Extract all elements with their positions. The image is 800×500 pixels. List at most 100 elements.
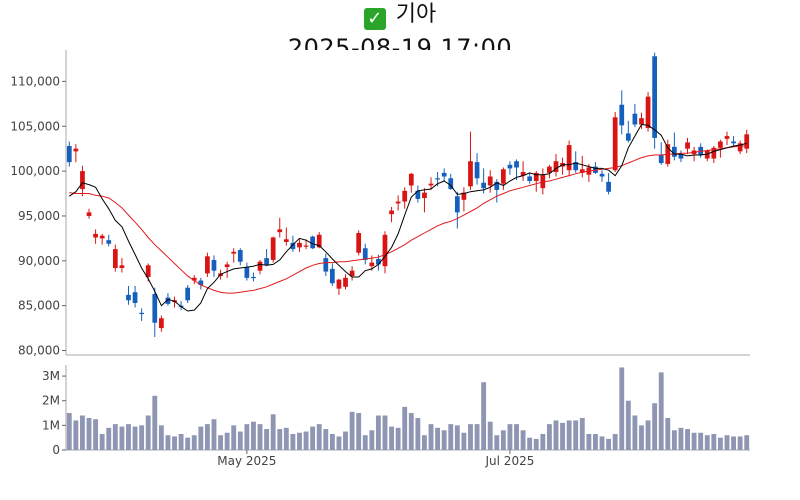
price-panel: 80,000 85,000 90,000 95,000 100,000 105,000 11… bbox=[10, 52, 750, 358]
volume-bar bbox=[711, 433, 717, 450]
candle-body bbox=[724, 136, 730, 139]
volume-bar bbox=[586, 433, 592, 450]
volume-bar bbox=[514, 424, 519, 450]
volume-bar bbox=[112, 424, 118, 450]
candle-body bbox=[737, 143, 743, 152]
volume-bar bbox=[277, 429, 283, 450]
volume-bar bbox=[323, 429, 329, 450]
volume-bar bbox=[698, 432, 704, 450]
volume-bar bbox=[362, 435, 368, 450]
moving-average-short-line bbox=[69, 123, 747, 312]
volume-bar bbox=[290, 433, 296, 450]
candle-body bbox=[645, 96, 651, 129]
price-panel-bg bbox=[66, 50, 750, 355]
candle-body bbox=[448, 178, 454, 190]
volume-bar bbox=[139, 425, 145, 450]
volume-bar bbox=[665, 417, 671, 450]
volume-bar bbox=[691, 432, 697, 450]
volume-bar bbox=[612, 433, 618, 450]
volume-y-tick-label: 2M bbox=[42, 394, 60, 408]
volume-bar bbox=[540, 433, 546, 450]
volume-bar bbox=[573, 420, 579, 450]
candle-body bbox=[428, 183, 434, 186]
candle-body bbox=[310, 236, 316, 249]
candle-body bbox=[389, 210, 394, 215]
candle-body bbox=[402, 190, 408, 202]
candle-body bbox=[547, 166, 552, 173]
volume-bar bbox=[546, 424, 552, 450]
volume-bar bbox=[639, 425, 644, 450]
candle-body bbox=[224, 264, 230, 268]
volume-bar bbox=[191, 435, 197, 450]
candle-body bbox=[251, 276, 256, 279]
volume-bar bbox=[211, 419, 217, 450]
candle-body bbox=[112, 249, 118, 268]
candle-body bbox=[671, 146, 677, 157]
volume-bar bbox=[474, 424, 480, 450]
candle-body bbox=[395, 201, 401, 204]
candle-body bbox=[718, 141, 723, 148]
volume-bar bbox=[658, 372, 664, 450]
candle-body bbox=[93, 233, 98, 238]
candle-body bbox=[527, 176, 533, 181]
title-line: ✓ 기아 bbox=[0, 0, 800, 30]
candle-body bbox=[323, 258, 329, 272]
volume-bar bbox=[80, 415, 85, 450]
volume-bar bbox=[172, 436, 177, 450]
candle-body bbox=[73, 148, 79, 152]
candle-body bbox=[474, 162, 480, 179]
volume-bar bbox=[395, 427, 401, 450]
volume-bar bbox=[297, 432, 302, 450]
candle-body bbox=[106, 240, 112, 244]
candle-body bbox=[507, 164, 513, 169]
candle-body bbox=[514, 161, 519, 168]
x-tick-label: Jul 2025 bbox=[485, 454, 535, 468]
volume-bar bbox=[336, 436, 342, 450]
price-y-tick-label: 80,000 bbox=[18, 344, 60, 358]
volume-y-tick-label: 0 bbox=[52, 443, 60, 457]
volume-bar bbox=[145, 415, 151, 450]
candle-body bbox=[454, 196, 460, 213]
volume-bar bbox=[185, 437, 191, 450]
volume-bar bbox=[343, 431, 348, 450]
volume-bar bbox=[717, 437, 723, 450]
volume-bar bbox=[652, 403, 658, 450]
volume-bar bbox=[422, 435, 427, 450]
candle-body bbox=[711, 147, 717, 159]
candle-body bbox=[185, 287, 191, 301]
candle-body bbox=[652, 56, 658, 138]
price-y-tick-label: 95,000 bbox=[18, 209, 60, 223]
candle-body bbox=[316, 234, 322, 248]
volume-bar bbox=[625, 400, 631, 450]
candle-body bbox=[270, 237, 276, 260]
candle-body bbox=[158, 318, 164, 329]
volume-bar bbox=[744, 435, 750, 450]
volume-bar bbox=[198, 426, 204, 450]
candle-body bbox=[290, 242, 296, 250]
volume-bar bbox=[533, 438, 539, 450]
price-y-tick-label: 110,000 bbox=[10, 74, 60, 88]
volume-bar bbox=[178, 433, 184, 450]
candle-body bbox=[139, 312, 145, 315]
volume-bar bbox=[204, 424, 210, 450]
candle-body bbox=[494, 181, 500, 190]
price-y-tick-label: 105,000 bbox=[10, 119, 60, 133]
volume-bar bbox=[152, 395, 158, 450]
candle-body bbox=[408, 173, 414, 186]
volume-bar bbox=[73, 420, 79, 450]
volume-y-tick-label: 3M bbox=[42, 369, 60, 383]
candle-body bbox=[297, 242, 302, 248]
volume-bar bbox=[428, 424, 434, 450]
candle-body bbox=[500, 169, 506, 184]
volume-bar bbox=[303, 431, 309, 450]
candle-body bbox=[481, 182, 487, 189]
volume-bar bbox=[481, 382, 487, 450]
candle-body bbox=[126, 294, 131, 301]
candle-body bbox=[744, 134, 750, 149]
candle-body bbox=[336, 279, 342, 289]
volume-bar bbox=[737, 436, 743, 450]
volume-bar bbox=[494, 435, 500, 450]
candle-body bbox=[625, 133, 631, 141]
volume-bar bbox=[106, 427, 112, 450]
